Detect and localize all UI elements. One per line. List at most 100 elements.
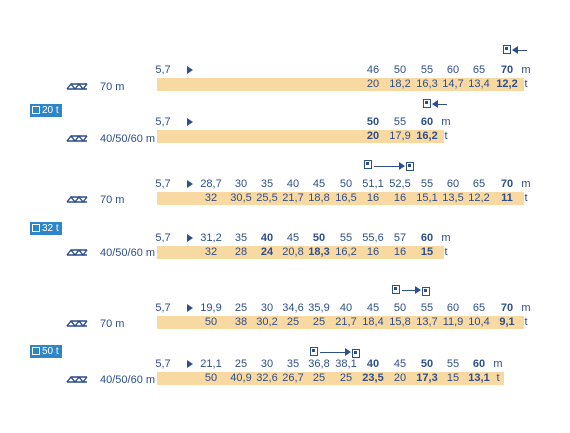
distance-value: 60 [446, 64, 460, 76]
distance-value: 30 [234, 178, 248, 190]
load-value: 18,3 [308, 246, 330, 258]
unit-m: m [441, 232, 451, 244]
load-bar [157, 78, 524, 91]
trolley-hook-icon [364, 160, 372, 169]
distance-value: 30 [260, 358, 274, 370]
load-value: 20 [393, 372, 407, 384]
load-value: 13,5 [442, 192, 464, 204]
load-value: 16 [393, 192, 407, 204]
load-value: 16,5 [335, 192, 357, 204]
distance-value: 50 [312, 232, 326, 244]
distance-value: 21,1 [200, 358, 222, 370]
distance-value: 38,1 [335, 358, 357, 370]
load-value: 26,7 [282, 372, 304, 384]
distance-value: 45 [366, 302, 380, 314]
load-value: 18,8 [308, 192, 330, 204]
distance-value: 55 [420, 64, 434, 76]
distance-value: 65 [472, 302, 486, 314]
load-value: 11 [501, 192, 513, 204]
distance-value: 35 [260, 178, 274, 190]
jib-length-label: 70 m [100, 318, 125, 330]
distance-value: 40 [286, 178, 300, 190]
load-value: 15 [420, 246, 434, 258]
trolley-hook-icon [422, 287, 430, 296]
load-value: 13,4 [468, 78, 490, 90]
load-value: 10,4 [468, 316, 490, 328]
trolley-hook-icon [32, 224, 40, 232]
load-value: 16 [366, 192, 380, 204]
distance-value: 60 [446, 302, 460, 314]
distance-value: 70 [500, 178, 514, 190]
distance-value: 50 [393, 302, 407, 314]
distance-value: 35,9 [308, 302, 330, 314]
capacity-badge: 20 t [30, 104, 62, 117]
start-distance: 5,7 [155, 232, 171, 244]
distance-value: 51,1 [362, 178, 384, 190]
jib-length-label: 70 m [100, 81, 125, 93]
distance-value: 25 [234, 358, 248, 370]
unit-m: m [521, 178, 531, 190]
unit-m: m [441, 116, 451, 128]
distance-value: 45 [286, 232, 300, 244]
arrow-right-icon [415, 286, 421, 294]
load-bar [157, 130, 444, 143]
distance-value: 40 [339, 302, 353, 314]
distance-value: 30 [260, 302, 274, 314]
load-value: 16 [366, 246, 380, 258]
unit-t: t [444, 246, 448, 258]
load-value: 13,1 [468, 372, 490, 384]
tower-crane-jib-icon [66, 83, 88, 90]
load-value: 24 [260, 246, 274, 258]
load-value: 50 [204, 316, 218, 328]
load-value: 50 [204, 372, 218, 384]
distance-value: 55 [393, 116, 407, 128]
arrow-right-icon [399, 162, 405, 170]
load-value: 15,8 [389, 316, 411, 328]
trolley-hook-icon [352, 349, 360, 358]
unit-m: m [521, 302, 531, 314]
distance-value: 60 [420, 116, 434, 128]
load-value: 16,2 [335, 246, 357, 258]
load-value: 25 [312, 372, 326, 384]
distance-value: 50 [366, 116, 380, 128]
start-distance: 5,7 [155, 116, 171, 128]
load-value: 16,2 [416, 130, 438, 142]
load-value: 9,1 [499, 316, 515, 328]
unit-m: m [493, 358, 503, 370]
distance-value: 55 [446, 358, 460, 370]
distance-value: 55,6 [362, 232, 384, 244]
trolley-hook-icon [32, 106, 40, 114]
load-value: 30,2 [256, 316, 278, 328]
load-value: 40,9 [230, 372, 252, 384]
capacity-badge: 50 t [30, 345, 62, 358]
distance-value: 36,8 [308, 358, 330, 370]
load-value: 18,4 [362, 316, 384, 328]
load-value: 30,5 [230, 192, 252, 204]
distance-value: 50 [393, 64, 407, 76]
trolley-hook-icon [32, 347, 40, 355]
load-value: 20 [366, 78, 380, 90]
range-arrow-line [374, 166, 404, 167]
unit-t: t [444, 130, 448, 142]
distance-value: 55 [339, 232, 353, 244]
arrow-right-icon [187, 360, 193, 368]
distance-value: 65 [472, 64, 486, 76]
load-value: 32 [204, 192, 218, 204]
load-value: 28 [234, 246, 248, 258]
load-value: 16,3 [416, 78, 438, 90]
distance-value: 31,2 [200, 232, 222, 244]
capacity-label: 32 t [42, 223, 59, 234]
capacity-label: 50 t [42, 346, 59, 357]
trolley-hook-icon [503, 45, 511, 54]
capacity-badge: 32 t [30, 222, 62, 235]
load-bar [157, 246, 444, 259]
tower-crane-jib-icon [66, 376, 88, 383]
load-value: 12,2 [496, 78, 518, 90]
trolley-hook-icon [310, 347, 318, 356]
range-arrow-line [402, 290, 420, 291]
load-value: 32,6 [256, 372, 278, 384]
arrow-right-icon [432, 100, 438, 108]
load-value: 15,1 [416, 192, 438, 204]
distance-value: 34,6 [282, 302, 304, 314]
distance-value: 28,7 [200, 178, 222, 190]
